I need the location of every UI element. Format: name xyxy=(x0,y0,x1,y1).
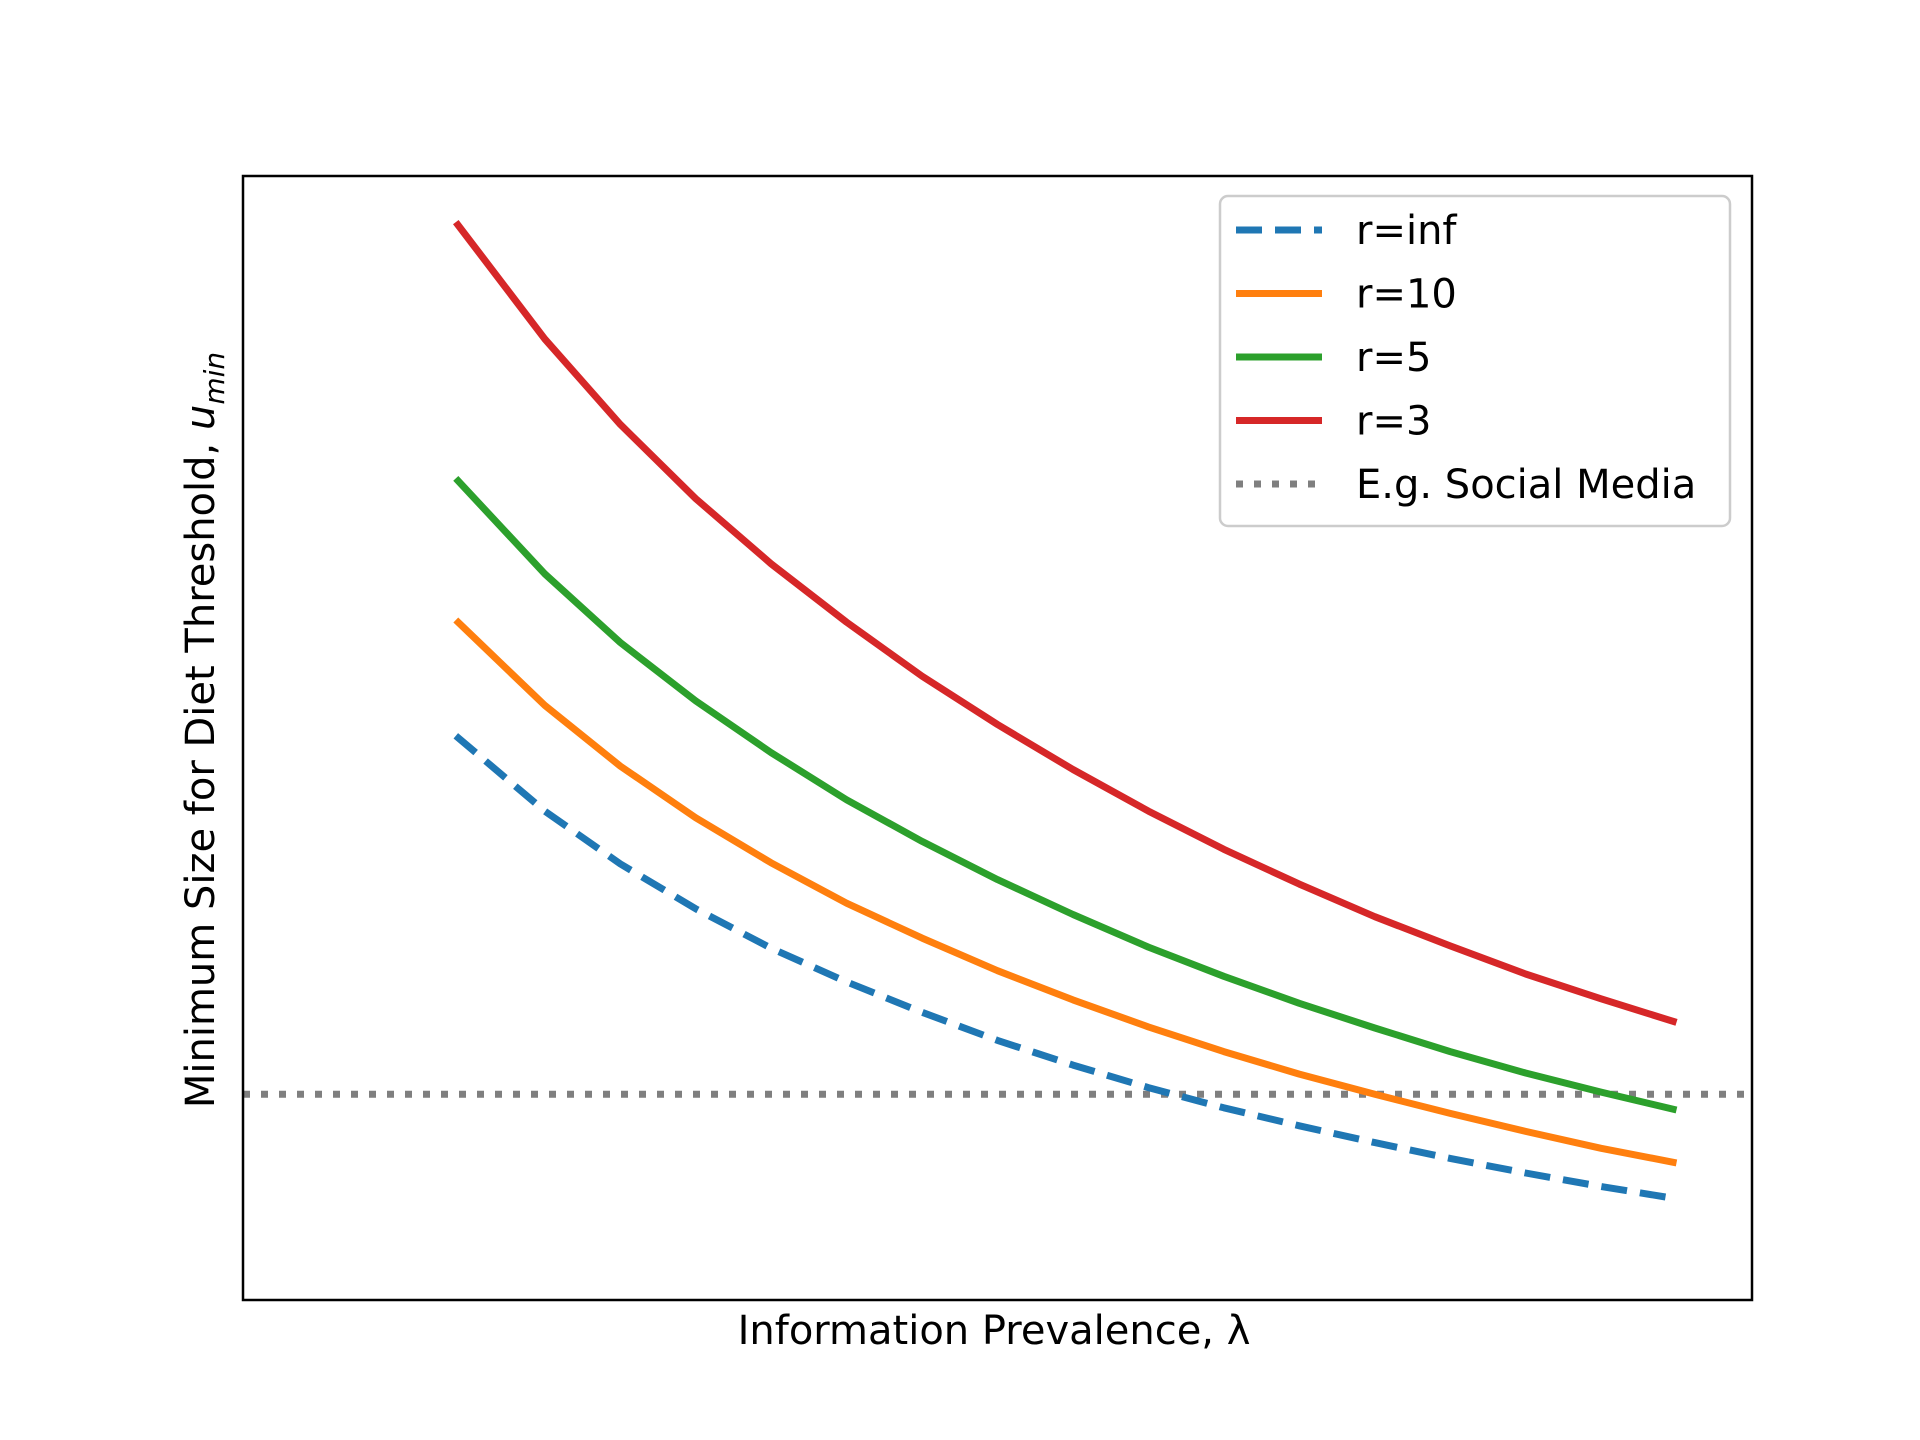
y-axis-label-subscript: min xyxy=(198,352,231,405)
y-axis-label-variable: u xyxy=(178,405,224,430)
y-axis-label: Minimum Size for Diet Threshold, umin xyxy=(178,352,231,1108)
legend-label: r=3 xyxy=(1356,399,1431,445)
legend-box xyxy=(1218,194,1732,528)
series-line-r-3 xyxy=(453,219,1678,1026)
legend-label: r=5 xyxy=(1356,335,1431,381)
axes-frame xyxy=(241,174,1754,1302)
plot-area xyxy=(243,219,1752,1203)
legend-label: r=10 xyxy=(1356,272,1457,318)
series-line-r-inf xyxy=(453,733,1678,1203)
y-axis-label-main: Minimum Size for Diet Threshold, xyxy=(178,430,224,1108)
series-line-r-10 xyxy=(453,617,1678,1167)
x-axis-label: Information Prevalence, λ xyxy=(738,1308,1251,1354)
legend-label: E.g. Social Media xyxy=(1356,462,1696,508)
series-line-r-5 xyxy=(453,476,1678,1114)
legend: r=inf r=10 r=5 r=3 E.g. Social Media xyxy=(1218,194,1732,528)
legend-label: r=inf xyxy=(1356,208,1457,254)
